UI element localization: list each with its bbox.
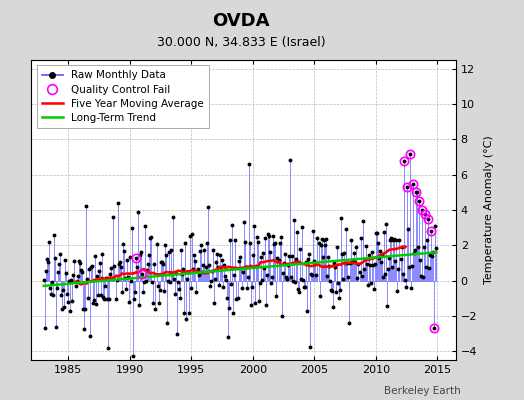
- Text: OVDA: OVDA: [212, 12, 270, 30]
- Legend: Raw Monthly Data, Quality Control Fail, Five Year Moving Average, Long-Term Tren: Raw Monthly Data, Quality Control Fail, …: [37, 65, 209, 128]
- Text: Berkeley Earth: Berkeley Earth: [385, 386, 461, 396]
- Y-axis label: Temperature Anomaly (°C): Temperature Anomaly (°C): [484, 136, 494, 284]
- Text: 30.000 N, 34.833 E (Israel): 30.000 N, 34.833 E (Israel): [157, 36, 325, 49]
